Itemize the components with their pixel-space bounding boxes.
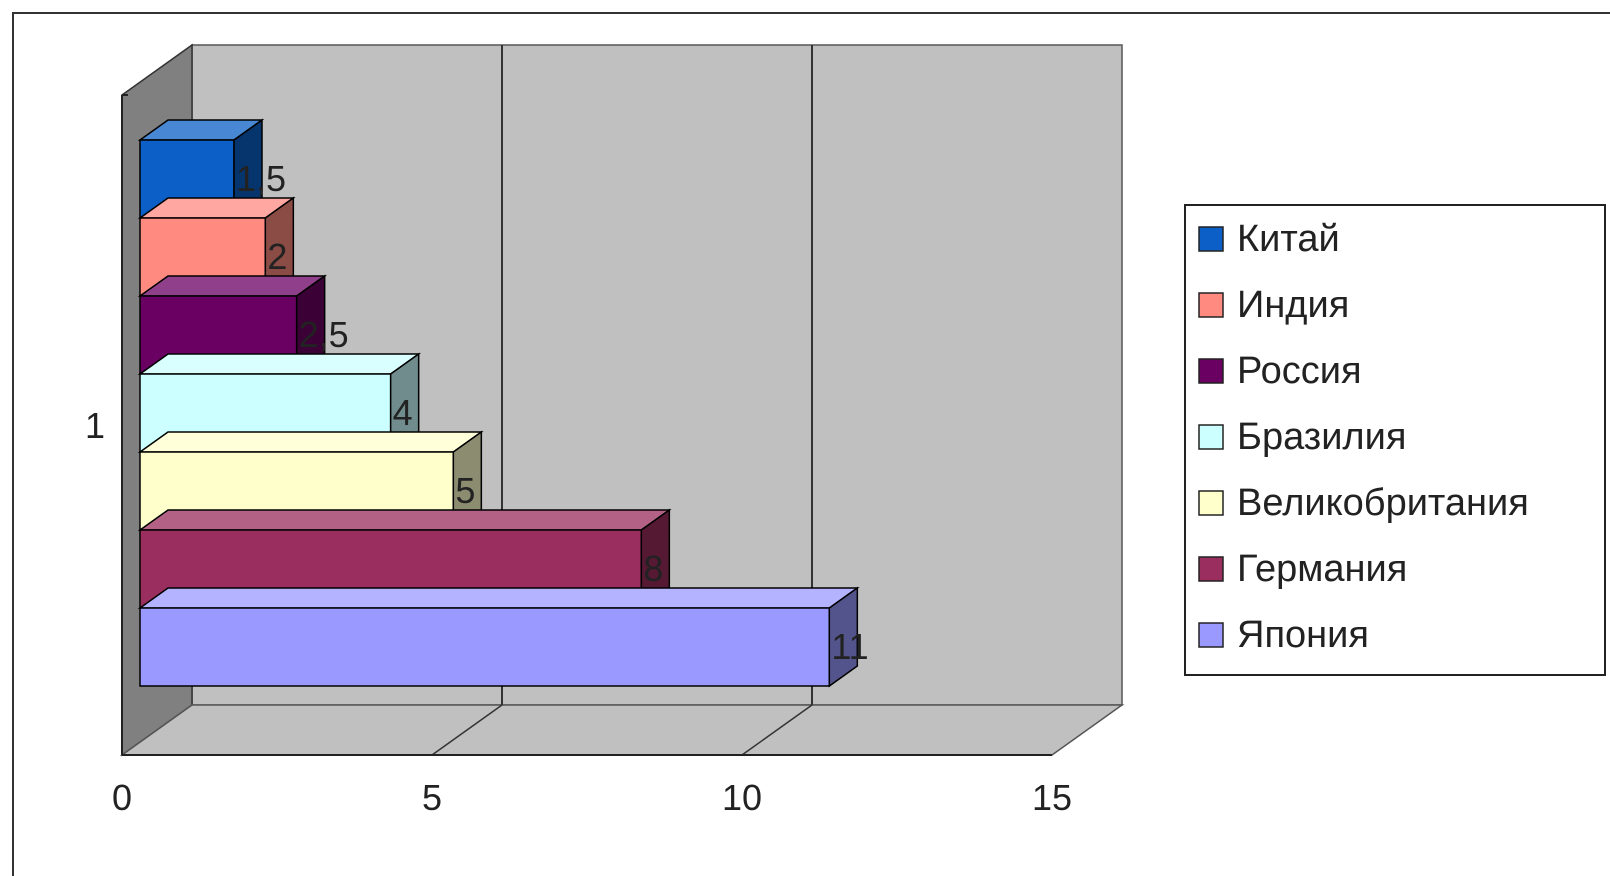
bar-front-face	[139, 607, 831, 687]
data-label: 8	[643, 548, 663, 589]
legend-label: Россия	[1237, 350, 1362, 392]
floor	[119, 704, 1125, 756]
legend-swatch	[1198, 556, 1224, 582]
x-tick-label: 15	[1032, 777, 1072, 818]
x-tick-label: 10	[722, 777, 762, 818]
bar-top-face	[137, 275, 328, 297]
data-label: 2	[267, 236, 287, 277]
legend-label: Великобритания	[1237, 482, 1529, 524]
data-labels: 1,5 2 2,5 4 5 8 11	[236, 158, 869, 667]
legend-label: Германия	[1237, 548, 1407, 590]
category-tick-label: 1	[85, 405, 105, 446]
data-label: 2,5	[299, 314, 349, 355]
legend-swatch	[1198, 622, 1224, 648]
legend-swatch	[1198, 424, 1224, 450]
x-tick-label: 0	[112, 777, 132, 818]
legend-label: Китай	[1237, 218, 1340, 260]
chart-bars	[137, 118, 860, 688]
chart-frame	[12, 12, 1610, 876]
bar-7	[137, 586, 860, 688]
bar-top-face	[137, 431, 484, 453]
legend-box	[1184, 204, 1606, 676]
gridline-floor	[741, 704, 813, 756]
legend: Китай Индия Россия Бразилия Великобритания Ге…	[1184, 204, 1606, 676]
data-label: 11	[831, 626, 868, 667]
bar-top-face	[137, 587, 860, 609]
legend-swatch	[1198, 358, 1224, 384]
legend-swatch	[1198, 292, 1224, 318]
bar-top-face	[137, 509, 672, 531]
data-label: 1,5	[236, 158, 286, 199]
bar-side-face	[828, 586, 859, 688]
gridline-floor	[431, 704, 503, 756]
legend-swatch	[1198, 226, 1224, 252]
legend-label: Бразилия	[1237, 416, 1406, 458]
bar-top-face	[137, 353, 422, 375]
legend-label: Япония	[1237, 614, 1369, 656]
legend-label: Индия	[1237, 284, 1349, 326]
data-label: 4	[393, 392, 413, 433]
legend-swatch	[1198, 490, 1224, 516]
axes: 1 0 5 10 15	[85, 94, 1072, 818]
data-label: 5	[455, 470, 475, 511]
x-tick-label: 5	[422, 777, 442, 818]
